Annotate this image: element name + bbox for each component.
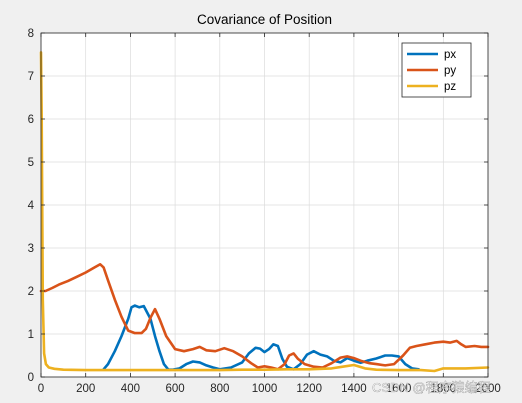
watermark: CSDN @程序猿编程 — [372, 380, 491, 395]
y-tick-label: 4 — [28, 200, 35, 212]
legend-label-pz: pz — [444, 81, 456, 93]
x-tick-label: 800 — [210, 383, 229, 395]
y-tick-label: 0 — [28, 372, 34, 384]
series-line-py — [39, 263, 490, 371]
axis-ticks: 0 200 400 600 800 1000 1200 1400 1600 1800 2000 0 1 2… — [28, 28, 501, 395]
y-tick-label: 6 — [28, 114, 34, 126]
legend-label-py: py — [444, 65, 456, 77]
x-tick-label: 600 — [166, 383, 185, 395]
chart-title: Covariance of Position — [197, 12, 332, 27]
x-tick-label: 2000 — [475, 383, 501, 395]
series-layer — [39, 51, 490, 373]
legend-label-px: px — [444, 49, 456, 61]
x-tick-label: 400 — [121, 383, 140, 395]
x-tick-label: 1000 — [252, 383, 278, 395]
x-tick-label: 200 — [76, 383, 95, 395]
series-line-pz — [39, 51, 490, 373]
y-tick-label: 5 — [28, 157, 34, 169]
x-tick-label: 1800 — [431, 383, 457, 395]
x-tick-label: 1600 — [386, 383, 412, 395]
y-tick-label: 8 — [28, 28, 34, 40]
x-tick-label: 1400 — [341, 383, 367, 395]
y-tick-label: 2 — [28, 286, 34, 298]
y-tick-label: 3 — [28, 243, 34, 255]
y-tick-label: 1 — [28, 329, 34, 341]
legend[interactable]: px py pz — [401, 42, 472, 98]
y-tick-label: 7 — [28, 71, 34, 83]
x-tick-label: 0 — [38, 383, 44, 395]
series-line-px — [102, 304, 420, 371]
x-tick-label: 1200 — [296, 383, 322, 395]
